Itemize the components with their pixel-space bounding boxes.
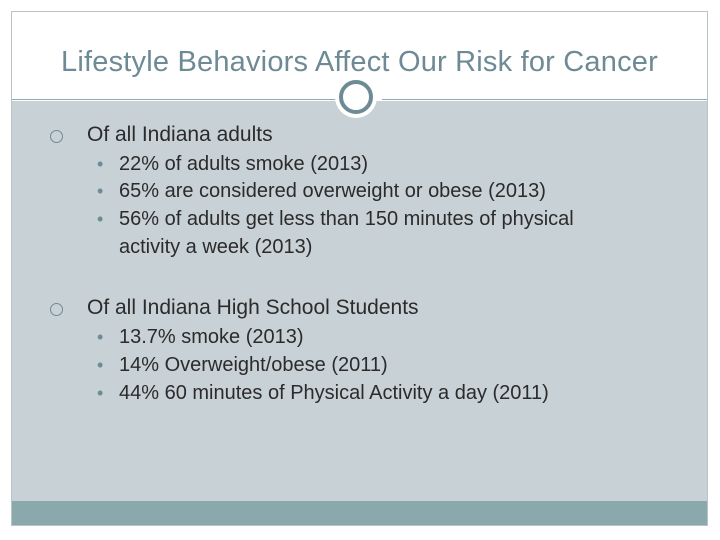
bullet-dot-icon: •: [97, 355, 104, 375]
list-item-text: 44% 60 minutes of Physical Activity a da…: [119, 382, 549, 404]
bullet-dot-icon: •: [97, 154, 104, 174]
ring-icon: [339, 80, 373, 114]
list-item-text: activity a week (2013): [119, 236, 313, 258]
bullet-dot-icon: •: [97, 327, 104, 347]
bullet-dot-icon: •: [97, 181, 104, 201]
list-item-text: 13.7% smoke (2013): [119, 326, 304, 348]
title-divider-left: [12, 99, 348, 100]
list-item-text: 56% of adults get less than 150 minutes …: [119, 208, 574, 230]
circle-outline-icon: [50, 130, 63, 143]
slide-title: Lifestyle Behaviors Affect Our Risk for …: [61, 46, 658, 78]
bullet-dot-icon: •: [97, 209, 104, 229]
section-heading-text: Of all Indiana High School Students: [87, 296, 419, 319]
bullet-dot-icon: •: [97, 383, 104, 403]
content-area: Of all Indiana adults • 22% of adults sm…: [12, 101, 707, 501]
list-item-text: 14% Overweight/obese (2011): [119, 354, 388, 376]
section-heading-text: Of all Indiana adults: [87, 123, 273, 146]
footer-bar: [12, 501, 707, 525]
list-item-text: 22% of adults smoke (2013): [119, 153, 369, 175]
list-item-text: 65% are considered overweight or obese (…: [119, 180, 546, 202]
title-divider-right: [382, 99, 707, 100]
circle-outline-icon: [50, 303, 63, 316]
